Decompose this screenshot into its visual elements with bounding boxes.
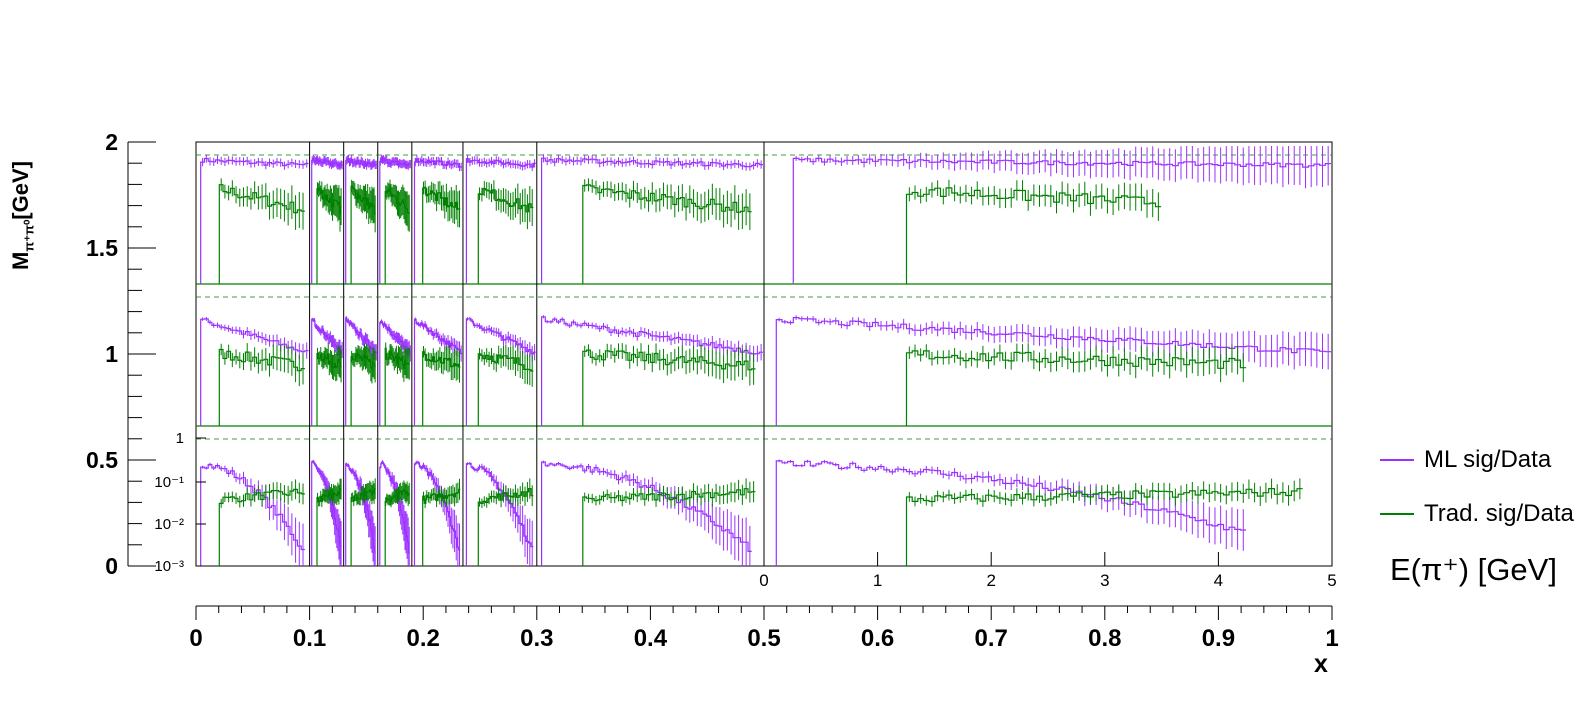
ml-series-line (465, 318, 536, 426)
trad-series-line (582, 488, 756, 566)
x-tick-label: 0.5 (747, 625, 780, 652)
trad-series-line (582, 349, 756, 426)
energy-axis-title: E(π⁺) [GeV] (1390, 552, 1557, 587)
x-axis-title: x (1314, 650, 1328, 678)
ml-series-line (465, 462, 534, 566)
legend-swatch-ml (1380, 459, 1414, 461)
ml-series-line (200, 463, 305, 566)
ml-series-line (413, 461, 461, 566)
ml-series-line (311, 158, 343, 284)
energy-tick-label: 1 (873, 571, 882, 590)
x-tick-label: 0.3 (520, 625, 553, 652)
x-tick-label: 0.1 (293, 625, 326, 652)
trad-series-line (422, 186, 461, 284)
trad-series-line (477, 188, 534, 284)
trad-series-line (384, 347, 410, 426)
x-tick-label: 0.7 (975, 625, 1008, 652)
trad-series-line (218, 488, 305, 566)
ml-series-line (311, 318, 343, 426)
ml-series-line (541, 157, 763, 284)
trad-series-line (384, 187, 410, 284)
x-tick-label: 0.9 (1202, 625, 1235, 652)
trad-series-line (316, 187, 342, 284)
ml-series-line (379, 158, 411, 284)
trad-series-line (316, 353, 342, 426)
legend-label-ml: ML sig/Data (1424, 446, 1552, 473)
ml-series-line (379, 461, 410, 566)
ml-series-line (413, 318, 462, 426)
energy-tick-label: 5 (1327, 571, 1336, 590)
trad-series-line (350, 488, 376, 566)
trad-series-line (905, 350, 1247, 426)
ml-series-line (792, 157, 1331, 284)
y-tick-label: 1 (105, 341, 118, 367)
trad-series-line (350, 353, 376, 426)
log-tick-label: 10⁻² (154, 516, 184, 533)
log-tick-label: 10⁻³ (154, 558, 184, 575)
energy-tick-label: 2 (986, 571, 995, 590)
trad-series-line (350, 185, 376, 284)
ml-series-line (200, 157, 309, 284)
trad-series-line (218, 184, 305, 284)
y-tick-label: 1.5 (86, 235, 118, 261)
legend-swatch-trad (1380, 513, 1414, 515)
trad-series-line (582, 184, 752, 284)
x-tick-label: 0.2 (407, 625, 440, 652)
ml-series-line (413, 158, 462, 284)
ml-series-line (345, 463, 376, 566)
ml-series-line (775, 460, 1247, 566)
legend-item-ml: ML sig/Data (1380, 440, 1574, 480)
trad-series-line (477, 353, 534, 426)
x-tick-label: 0.6 (861, 625, 894, 652)
ml-series-line (465, 158, 536, 284)
ml-series-line (541, 316, 763, 426)
energy-tick-label: 0 (759, 571, 768, 590)
log-tick-label: 1 (176, 430, 184, 447)
x-tick-label: 0.8 (1088, 625, 1121, 652)
legend-item-trad: Trad. sig/Data (1380, 494, 1574, 534)
trad-series-line (905, 187, 1162, 284)
trad-series-line (384, 489, 410, 566)
ml-series-line (200, 318, 309, 426)
x-tick-label: 0.4 (634, 625, 668, 652)
legend: ML sig/Data Trad. sig/Data (1380, 440, 1574, 548)
ml-series-line (311, 460, 342, 566)
x-tick-label: 1 (1325, 625, 1338, 652)
trad-series-line (422, 488, 461, 566)
ml-series-line (541, 461, 752, 566)
log-tick-label: 10⁻¹ (154, 474, 184, 491)
y-tick-label: 0 (105, 553, 118, 579)
y-tick-label: 2 (105, 129, 118, 155)
y-axis-title: Mπ⁺π⁰[GeV] (8, 161, 37, 270)
energy-tick-label: 4 (1214, 571, 1223, 590)
trad-series-line (477, 488, 534, 566)
trad-series-line (905, 488, 1303, 566)
trad-series-line (316, 488, 342, 566)
energy-tick-label: 3 (1100, 571, 1109, 590)
y-tick-label: 0.5 (86, 447, 118, 473)
x-tick-label: 0 (189, 625, 202, 652)
legend-label-trad: Trad. sig/Data (1424, 500, 1574, 527)
ml-series-line (379, 320, 411, 426)
ml-series-line (345, 158, 377, 284)
ml-series-line (345, 317, 377, 426)
trad-series-line (218, 348, 305, 426)
trad-series-line (422, 351, 461, 426)
ml-series-line (775, 317, 1331, 426)
